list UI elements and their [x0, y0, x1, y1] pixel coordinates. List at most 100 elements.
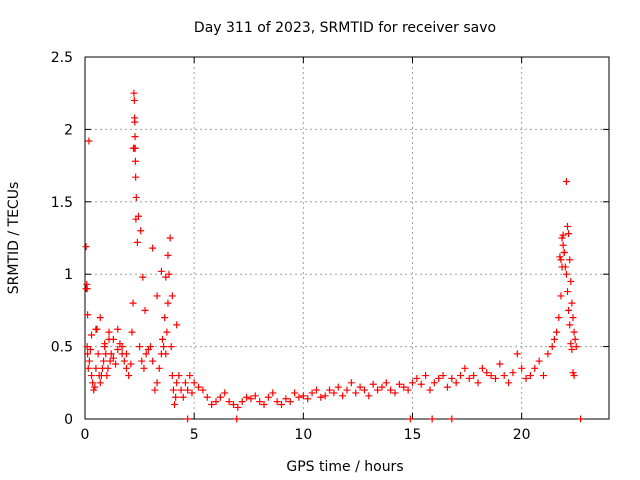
- data-point: [132, 193, 140, 201]
- x-tick-label: 15: [404, 427, 422, 443]
- data-point: [171, 401, 179, 409]
- data-point: [391, 389, 399, 397]
- data-point: [133, 238, 141, 246]
- data-point: [509, 369, 517, 377]
- data-point: [282, 395, 290, 403]
- data-point: [565, 306, 573, 314]
- data-point: [243, 393, 251, 401]
- data-point: [365, 392, 373, 400]
- data-point: [188, 389, 196, 397]
- data-point: [568, 345, 576, 353]
- data-point: [131, 114, 139, 122]
- data-point: [559, 231, 567, 239]
- data-point: [84, 311, 92, 319]
- data-point: [558, 263, 566, 271]
- data-point: [94, 350, 102, 358]
- data-point: [557, 256, 565, 264]
- data-point: [566, 256, 574, 264]
- data-point: [291, 389, 299, 397]
- data-point: [85, 137, 93, 145]
- data-point: [114, 325, 122, 333]
- data-point: [225, 398, 233, 406]
- data-point: [572, 343, 580, 351]
- data-point: [125, 372, 133, 380]
- data-point: [131, 157, 139, 165]
- data-point: [500, 372, 508, 380]
- data-point: [567, 277, 575, 285]
- data-point: [422, 372, 430, 380]
- data-point: [518, 364, 526, 372]
- data-point: [544, 350, 552, 358]
- y-axis-label: SRMTID / TECUs: [6, 182, 22, 295]
- data-point: [164, 251, 172, 259]
- data-point: [91, 383, 99, 391]
- data-point: [465, 374, 473, 382]
- data-point: [157, 267, 165, 275]
- data-point: [260, 401, 268, 409]
- data-point: [114, 345, 122, 353]
- data-point: [553, 328, 561, 336]
- plot-frame: [84, 56, 610, 420]
- data-point: [142, 350, 150, 358]
- data-point: [84, 364, 92, 372]
- data-point: [109, 335, 117, 343]
- data-point: [190, 379, 198, 387]
- data-point: [417, 380, 425, 388]
- data-point: [443, 383, 451, 391]
- data-point: [132, 173, 140, 181]
- data-point: [569, 314, 577, 322]
- data-point: [118, 343, 126, 351]
- data-point: [96, 379, 104, 387]
- data-point: [339, 392, 347, 400]
- data-point: [428, 415, 436, 423]
- data-point: [175, 372, 183, 380]
- data-point: [247, 395, 255, 403]
- data-point: [478, 364, 486, 372]
- data-point: [229, 401, 237, 409]
- data-point: [212, 398, 220, 406]
- data-point: [568, 299, 576, 307]
- x-tick-label: 20: [513, 427, 531, 443]
- x-tick-label: 10: [294, 427, 312, 443]
- data-point: [88, 372, 96, 380]
- data-point: [439, 372, 447, 380]
- data-point: [452, 379, 460, 387]
- data-point: [406, 415, 414, 423]
- data-point: [378, 383, 386, 391]
- data-point: [548, 343, 556, 351]
- data-point: [168, 292, 176, 300]
- chart-title: Day 311 of 2023, SRMTID for receiver sav…: [194, 20, 496, 36]
- data-point: [140, 364, 148, 372]
- data-point: [505, 379, 513, 387]
- data-point: [570, 328, 578, 336]
- data-point: [88, 331, 96, 339]
- data-point: [96, 314, 104, 322]
- data-point: [413, 374, 421, 382]
- data-point: [184, 415, 192, 423]
- data-point: [562, 270, 570, 278]
- data-point: [496, 360, 504, 368]
- data-point: [166, 234, 174, 242]
- data-point: [540, 372, 547, 380]
- data-point: [430, 379, 438, 387]
- data-point: [195, 383, 203, 391]
- data-point: [457, 372, 465, 380]
- data-point: [555, 314, 563, 322]
- data-point: [131, 133, 139, 141]
- data-point: [109, 354, 117, 362]
- data-point: [92, 325, 100, 333]
- data-point: [160, 343, 168, 351]
- data-point: [256, 398, 264, 406]
- data-point: [448, 415, 456, 423]
- data-point: [334, 383, 342, 391]
- data-point: [286, 398, 294, 406]
- x-axis-label: GPS time / hours: [286, 459, 403, 475]
- y-tick-label: 2: [64, 122, 73, 138]
- data-points: [82, 89, 585, 423]
- data-point: [382, 379, 390, 387]
- data-point: [483, 369, 491, 377]
- data-point: [570, 372, 578, 380]
- data-point: [278, 401, 285, 409]
- data-point: [153, 379, 161, 387]
- data-point: [522, 374, 530, 382]
